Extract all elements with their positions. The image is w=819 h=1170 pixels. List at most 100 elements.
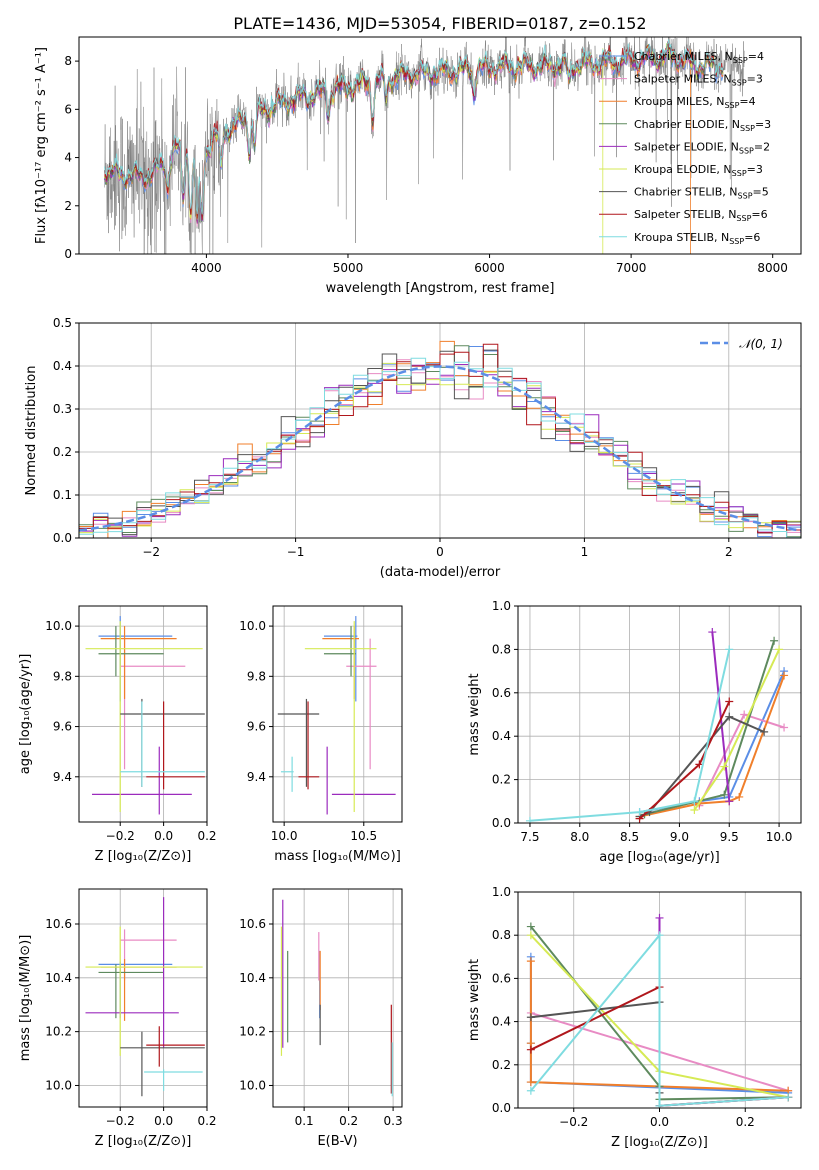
legend-entry: Kroupa STELIB, NSSP=6: [634, 231, 760, 246]
axes-frame: 10.0 10.5 9.4 9.6 9.8 10.0 mass [log₁₀(M/M⊙)]: [239, 605, 403, 864]
y-tick-label: 10.4: [45, 971, 72, 985]
figure-title: PLATE=1436, MJD=53054, FIBERID=0187, z=0…: [233, 14, 646, 33]
x-axis-label: Z [log₁₀(Z/Z⊙)]: [95, 849, 192, 864]
y-tick-label: 9.4: [53, 770, 72, 784]
massweight-marker: [775, 645, 784, 654]
x-tick-label: 8.0: [570, 830, 589, 844]
y-axis-label: mass weight: [467, 673, 482, 755]
massweight-marker: [770, 636, 779, 645]
massweight-marker: [526, 931, 535, 940]
legend-entry: 𝒩(0, 1): [739, 337, 783, 351]
normal-curve: [79, 365, 801, 532]
x-tick-label: 7000: [616, 261, 647, 275]
massweight-marker: [720, 762, 729, 771]
x-tick-label: 8.5: [620, 830, 639, 844]
massweight-line: [530, 932, 789, 1107]
y-tick-label: 1.0: [492, 885, 511, 899]
axes-border: [78, 36, 802, 255]
y-axis-label: Normed distribution: [24, 366, 39, 496]
plot-area: [85, 897, 205, 1097]
axes-frame: −0.2 0.0 0.2 9.4 9.6 9.8 10.0 Z [log₁₀(Z/Z⊙)] ag…: [18, 605, 217, 864]
y-tick-label: 0.0: [492, 1101, 511, 1115]
axes-frame: −0.2 0.0 0.2 10.0 10.2 10.4 10.6 Z [log₁₀(Z/Z⊙)…: [18, 888, 217, 1149]
y-tick-label: 0.0: [492, 816, 511, 830]
plot-area: [526, 913, 793, 1108]
massweight-line: [639, 670, 786, 814]
massweight-marker: [784, 1093, 793, 1102]
massweight-line: [638, 701, 731, 820]
massweight-marker: [725, 797, 734, 806]
chart-age-vs-mass: 10.0 10.5 9.4 9.6 9.8 10.0 mass [log₁₀(M/M⊙)]: [239, 605, 403, 864]
y-axis-label: mass weight: [467, 959, 482, 1041]
axes-frame: 4000 5000 6000 7000 8000 0 2 4 6 8 wavelength [Ang…: [34, 36, 802, 296]
axes-border: [272, 605, 403, 823]
y-axis-label: mass [log₁₀(M/M⊙)]: [18, 935, 33, 1062]
chart-residuals: −2 −1 0 1 2 0.0 0.1 0.2 0.3 0.4 0.5 (data-model)/er…: [24, 316, 802, 580]
y-tick-label: 10.0: [239, 619, 266, 633]
legend-residuals: 𝒩(0, 1): [700, 337, 783, 351]
y-tick-label: 0.2: [492, 1058, 511, 1072]
x-tick-label: 0.1: [295, 1114, 314, 1128]
massweight-marker: [526, 1013, 535, 1022]
legend-entry: Salpeter MILES, NSSP=3: [634, 73, 763, 88]
y-tick-label: 0.2: [53, 445, 72, 459]
spectrum-model-line: [104, 41, 724, 220]
massweight-marker: [690, 805, 699, 814]
legend-entry: Salpeter STELIB, NSSP=6: [634, 208, 768, 223]
massweight-marker: [760, 727, 769, 736]
x-tick-label: −2: [142, 545, 160, 559]
x-tick-label: 0.3: [384, 1114, 403, 1128]
x-tick-label: 0.2: [197, 1114, 216, 1128]
y-tick-label: 10.2: [45, 1025, 72, 1039]
plot-area: [525, 628, 789, 823]
x-axis-label: mass [log₁₀(M/M⊙)]: [274, 849, 401, 864]
massweight-marker: [780, 671, 789, 680]
residual-histogram: [79, 343, 801, 534]
x-tick-label: 0.2: [197, 829, 216, 843]
residual-histogram: [79, 349, 801, 538]
x-tick-label: 0.0: [650, 1115, 669, 1129]
massweight-marker: [725, 712, 734, 721]
x-tick-label: 0.0: [154, 1114, 173, 1128]
chart-spectrum: 4000 5000 6000 7000 8000 0 2 4 6 8 wavelength [Ang…: [34, 36, 802, 296]
massweight-marker: [690, 797, 699, 806]
axes-border: [517, 605, 802, 824]
y-tick-label: 9.8: [247, 669, 266, 683]
legend-entry: Chabrier ELODIE, NSSP=3: [634, 118, 771, 133]
y-axis-label: age [log₁₀(age/yr)]: [18, 654, 33, 775]
massweight-marker: [526, 922, 535, 931]
x-tick-label: 9.0: [670, 830, 689, 844]
x-tick-label: −0.2: [106, 1114, 135, 1128]
chart-mass-vs-Z: −0.2 0.0 0.2 10.0 10.2 10.4 10.6 Z [log₁₀(Z/Z⊙)…: [18, 888, 217, 1149]
massweight-line: [529, 649, 731, 822]
y-tick-label: 0.4: [492, 1015, 511, 1029]
axes-frame: −2 −1 0 1 2 0.0 0.1 0.2 0.3 0.4 0.5 (data-model)/er…: [24, 316, 802, 580]
y-tick-label: 0.8: [492, 642, 511, 656]
massweight-line: [639, 675, 786, 818]
x-tick-label: 2: [725, 545, 733, 559]
x-tick-label: 10.0: [271, 829, 298, 843]
massweight-marker: [655, 913, 664, 922]
legend-entry: Kroupa MILES, NSSP=4: [634, 95, 756, 110]
chart-massweight-vs-age: 7.5 8.0 8.5 9.0 9.5 10.0 0.0 0.2 0.4 0.6 0.8 1.0 age…: [467, 599, 802, 865]
chart-age-vs-Z: −0.2 0.0 0.2 9.4 9.6 9.8 10.0 Z [log₁₀(Z/Z⊙)] ag…: [18, 605, 217, 864]
x-tick-label: −0.2: [106, 829, 135, 843]
massweight-marker: [526, 1078, 535, 1087]
massweight-line: [530, 1001, 661, 1093]
massweight-marker: [725, 645, 734, 654]
y-tick-label: 0.4: [53, 359, 72, 373]
x-tick-label: 6000: [474, 261, 505, 275]
y-tick-label: 0.2: [492, 773, 511, 787]
y-tick-label: 0.6: [492, 971, 511, 985]
massweight-marker: [655, 1101, 664, 1108]
y-axis-label: Flux [fλ10⁻¹⁷ erg cm⁻² s⁻¹ A⁻¹]: [34, 47, 49, 244]
axes-border: [78, 888, 208, 1108]
x-tick-label: −1: [287, 545, 305, 559]
x-axis-label: wavelength [Angstrom, rest frame]: [326, 281, 555, 296]
massweight-marker: [526, 1045, 535, 1054]
x-tick-label: 5000: [333, 261, 364, 275]
plot-area: [104, 37, 745, 254]
y-tick-label: 1.0: [492, 599, 511, 613]
massweight-line: [711, 631, 731, 802]
